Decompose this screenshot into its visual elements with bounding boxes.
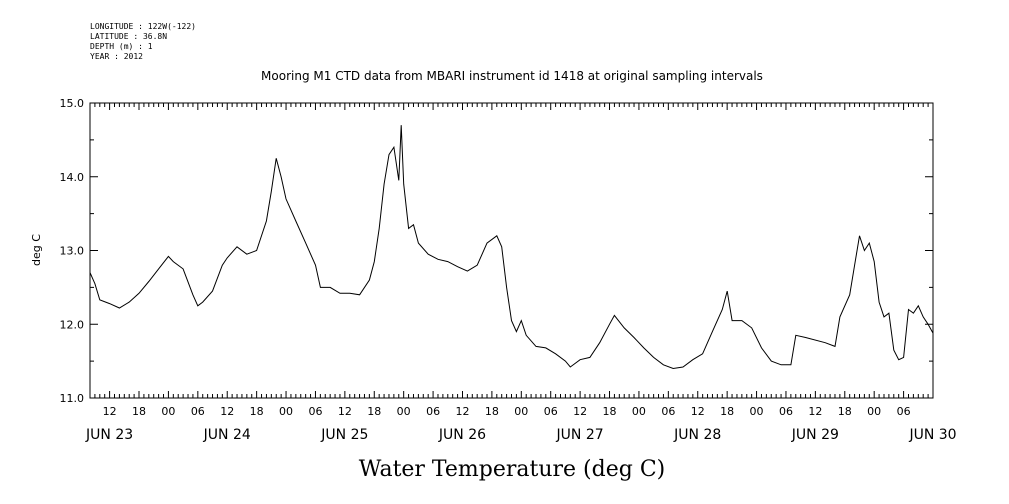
x-hour-tick-label: 18 [838,405,852,418]
x-hour-tick-label: 00 [514,405,528,418]
x-hour-tick-label: 00 [632,405,646,418]
y-tick-label: 13.0 [60,245,85,258]
x-day-label: JUN 23 [85,427,133,443]
x-day-label: JUN 30 [908,427,956,443]
y-tick-label: 12.0 [60,318,85,331]
x-hour-tick-label: 18 [250,405,264,418]
chart-title: Mooring M1 CTD data from MBARI instrumen… [261,69,763,83]
x-hour-tick-label: 06 [308,405,322,418]
series-line-water-temperature [89,125,934,370]
x-hour-tick-label: 12 [691,405,705,418]
x-axis: 12 18 00 06 12 18 00 06 12 18 00 06 12 18 00 06 12 18 00 06… [85,103,957,443]
x-hour-tick-label: 00 [279,405,293,418]
x-hour-tick-label: 00 [161,405,175,418]
y-axis: 11.0 12.0 13.0 14.0 15.0 [60,97,933,405]
x-hour-tick-label: 06 [779,405,793,418]
x-day-label: JUN 28 [673,427,721,443]
year-text: YEAR : 2012 [90,52,143,61]
x-hour-tick-label: 18 [603,405,617,418]
x-hour-tick-label: 12 [103,405,117,418]
x-hour-tick-label: 12 [573,405,587,418]
x-day-label: JUN 29 [791,427,839,443]
x-day-label: JUN 27 [556,427,604,443]
x-hour-tick-label: 12 [808,405,822,418]
x-day-label: JUN 26 [438,427,486,443]
y-tick-label: 15.0 [60,97,85,110]
x-hour-tick-label: 00 [397,405,411,418]
x-hour-tick-label: 06 [661,405,675,418]
x-hour-tick-label: 12 [220,405,234,418]
x-hour-tick-label: 06 [897,405,911,418]
metadata-block: LONGITUDE : 122W(-122) LATITUDE : 36.8N … [90,22,196,62]
x-hour-tick-label: 06 [191,405,205,418]
x-day-label: JUN 24 [203,427,251,443]
x-hour-tick-label: 18 [132,405,146,418]
x-hour-tick-label: 18 [367,405,381,418]
y-tick-label: 14.0 [60,171,85,184]
x-hour-tick-label: 06 [426,405,440,418]
x-day-label: JUN 25 [320,427,368,443]
x-hour-tick-label: 00 [750,405,764,418]
y-axis-label: deg C [30,234,43,266]
depth-text: DEPTH (m) : 1 [90,42,153,51]
x-hour-tick-label: 12 [455,405,469,418]
x-hour-tick-label: 12 [338,405,352,418]
x-hour-tick-label: 18 [720,405,734,418]
plot-frame [89,102,934,399]
x-axis-title: Water Temperature (deg C) [359,457,666,482]
longitude-text: LONGITUDE : 122W(-122) [90,22,196,31]
x-hour-tick-label: 06 [544,405,558,418]
x-hour-tick-label: 00 [867,405,881,418]
latitude-text: LATITUDE : 36.8N [90,32,168,41]
y-tick-label: 11.0 [60,392,85,405]
x-hour-tick-label: 18 [485,405,499,418]
